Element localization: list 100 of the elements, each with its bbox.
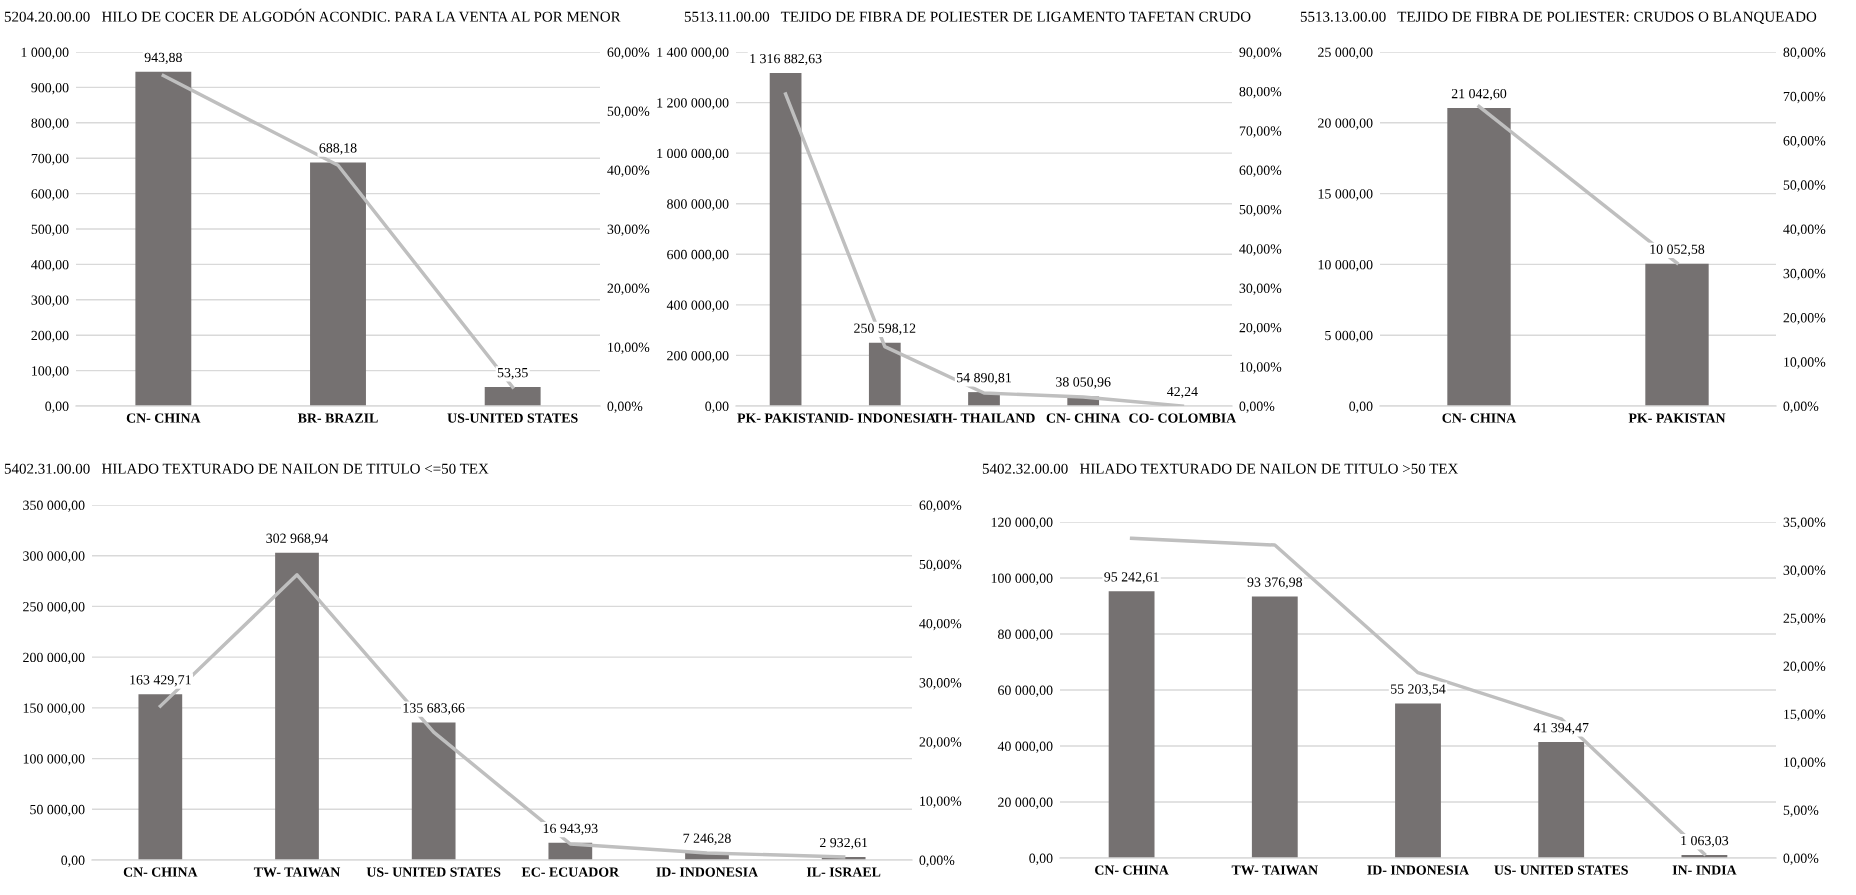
data-label: 42,24 xyxy=(1167,386,1198,399)
y2-tick-label: 40,00% xyxy=(1783,224,1826,236)
y-tick-label: 250 000,00 xyxy=(23,602,85,614)
data-label: 302 968,94 xyxy=(266,533,329,545)
data-label: 55 203,54 xyxy=(1391,684,1446,696)
x-tick-label: BR- BRAZIL xyxy=(297,413,378,423)
data-label: 16 943,93 xyxy=(543,823,598,836)
y2-tick-label: 0,00% xyxy=(1239,401,1275,413)
bar xyxy=(1395,703,1441,858)
bar xyxy=(1251,596,1298,858)
x-tick-label: CN- CHINA xyxy=(1442,413,1517,423)
y-tick-label: 50 000,00 xyxy=(30,804,85,817)
y2-tick-label: 80,00% xyxy=(1239,86,1282,99)
chart-title: 5402.31.00.00 HILADO TEXTURADO DE NAILON DE TITULO <=50 TEX xyxy=(4,463,489,474)
y-tick-label: 1 400 000,00 xyxy=(657,47,729,59)
y2-tick-label: 60,00% xyxy=(919,500,962,512)
data-label: 54 890,81 xyxy=(957,372,1011,385)
y2-tick-label: 25,00% xyxy=(1783,613,1826,625)
chart-title: 5513.11.00.00 TEJIDO DE FIBRA DE POLIESTER DE LIGAMENTO TAFETAN CRUDO xyxy=(684,11,1251,22)
x-tick-label: EC- ECUADOR xyxy=(521,867,620,877)
y2-tick-label: 60,00% xyxy=(1239,165,1282,177)
y2-tick-label: 30,00% xyxy=(1783,268,1826,281)
chart-title: 5513.13.00.00 TEJIDO DE FIBRA DE POLIESTER: CRUDOS O BLANQUEADO xyxy=(1300,11,1817,25)
y2-tick-label: 70,00% xyxy=(1783,91,1826,104)
chart-title: 5402.32.00.00 HILADO TEXTURADO DE NAILON DE TITULO >50 TEX xyxy=(982,463,1459,474)
x-tick-label: TW- TAIWAN xyxy=(253,867,341,877)
y-tick-label: 0,00 xyxy=(705,401,729,413)
x-tick-label: CO- COLOMBIA xyxy=(1129,413,1237,423)
bar xyxy=(310,162,366,406)
x-tick-label: IL- ISRAEL xyxy=(806,867,881,877)
y2-tick-label: 5,00% xyxy=(1783,805,1819,817)
y-tick-label: 0,00 xyxy=(1349,401,1373,413)
x-tick-label: ID- INDONESIA xyxy=(1367,865,1470,875)
y-tick-label: 200 000,00 xyxy=(667,351,729,363)
y-tick-label: 800 000,00 xyxy=(667,199,729,211)
y-tick-label: 150 000,00 xyxy=(23,703,85,715)
y2-tick-label: 20,00% xyxy=(919,737,962,749)
y2-tick-label: 90,00% xyxy=(1239,47,1282,59)
bar xyxy=(411,722,456,860)
y2-tick-label: 40,00% xyxy=(919,618,962,631)
data-label: 7 246,28 xyxy=(683,833,731,845)
y-tick-label: 80 000,00 xyxy=(998,629,1053,641)
y2-tick-label: 0,00% xyxy=(1783,853,1819,865)
y2-tick-label: 30,00% xyxy=(919,678,962,690)
y2-tick-label: 35,00% xyxy=(1783,517,1826,529)
y-tick-label: 0,00 xyxy=(45,401,69,413)
data-label: 38 050,96 xyxy=(1056,377,1111,389)
y-tick-label: 5 000,00 xyxy=(1325,330,1373,343)
y2-tick-label: 50,00% xyxy=(1239,204,1282,217)
x-tick-label: IN- INDIA xyxy=(1672,865,1737,875)
y2-tick-label: 20,00% xyxy=(1239,322,1282,335)
bar xyxy=(138,694,183,860)
bar xyxy=(1538,742,1585,858)
y-tick-label: 25 000,00 xyxy=(1318,47,1373,59)
y2-tick-label: 20,00% xyxy=(607,283,650,295)
y2-tick-label: 50,00% xyxy=(607,106,650,118)
y2-tick-label: 40,00% xyxy=(1239,244,1282,256)
y-tick-label: 400,00 xyxy=(31,259,69,272)
data-label: 1 063,03 xyxy=(1681,835,1729,848)
y-tick-label: 600,00 xyxy=(31,189,69,201)
x-tick-label: CN- CHINA xyxy=(126,413,201,423)
x-tick-label: CN- CHINA xyxy=(1046,413,1121,423)
bar xyxy=(769,73,802,406)
bar xyxy=(484,387,541,406)
data-label: 250 598,12 xyxy=(854,323,916,335)
data-label: 21 042,60 xyxy=(1451,88,1507,101)
y-tick-label: 1 200 000,00 xyxy=(657,98,729,110)
y-tick-label: 300,00 xyxy=(31,295,69,307)
y-tick-label: 40 000,00 xyxy=(997,741,1053,753)
y-tick-label: 0,00 xyxy=(61,855,85,867)
data-label: 53,35 xyxy=(497,368,528,380)
y-tick-label: 200 000,00 xyxy=(23,652,85,665)
x-tick-label: ID- INDONESIA xyxy=(656,867,759,877)
y-tick-label: 350 000,00 xyxy=(23,500,85,512)
y2-tick-label: 30,00% xyxy=(1239,283,1282,295)
x-tick-label: CN- CHINA xyxy=(123,867,198,877)
y-tick-label: 600 000,00 xyxy=(667,249,729,262)
y2-tick-label: 0,00% xyxy=(919,855,955,867)
y-tick-label: 10 000,00 xyxy=(1318,259,1373,272)
y2-tick-label: 10,00% xyxy=(920,796,962,808)
y-tick-label: 500,00 xyxy=(31,224,69,236)
x-tick-label: US- UNITED STATES xyxy=(366,867,501,877)
y2-tick-label: 10,00% xyxy=(1784,357,1826,369)
y2-tick-label: 60,00% xyxy=(1783,136,1826,148)
y-tick-label: 60 000,00 xyxy=(998,685,1053,697)
y-tick-label: 20 000,00 xyxy=(998,797,1053,809)
y2-tick-label: 50,00% xyxy=(1783,180,1826,192)
y2-tick-label: 40,00% xyxy=(607,165,650,177)
x-tick-label: TW- TAIWAN xyxy=(1231,865,1318,875)
y2-tick-label: 10,00% xyxy=(608,342,650,354)
data-label: 688,18 xyxy=(319,143,357,155)
y-tick-label: 15 000,00 xyxy=(1318,189,1373,201)
bar xyxy=(868,342,901,406)
bar xyxy=(275,552,319,860)
y-tick-label: 1 000,00 xyxy=(21,47,69,59)
data-label: 163 429,71 xyxy=(130,675,191,687)
data-label: 41 394,47 xyxy=(1533,723,1589,735)
y2-tick-label: 50,00% xyxy=(919,559,962,572)
y2-tick-label: 0,00% xyxy=(607,401,643,413)
y-tick-label: 0,00 xyxy=(1029,853,1053,865)
